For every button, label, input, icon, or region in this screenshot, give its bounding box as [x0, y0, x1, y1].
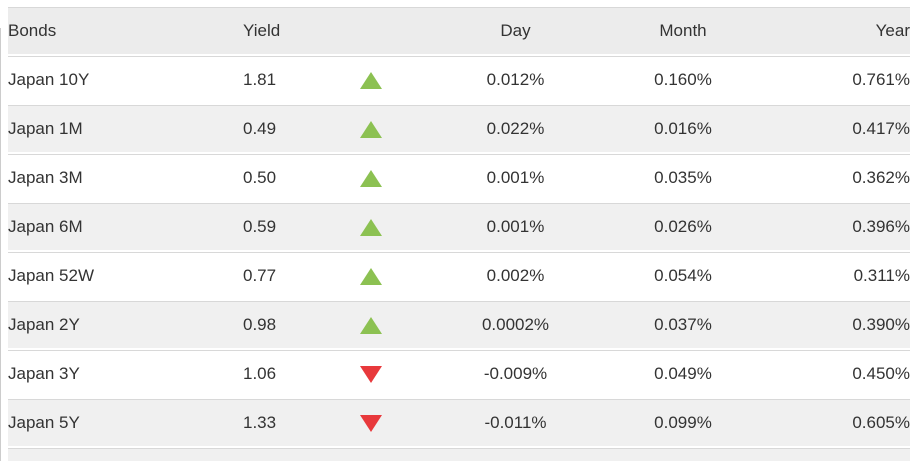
month-change-cell: 0.049%	[628, 350, 738, 397]
month-change-cell: 0.035%	[628, 154, 738, 201]
day-change-cell: 0.0002%	[403, 301, 628, 348]
trend-cell	[338, 399, 403, 446]
column-header-day: Day	[403, 7, 628, 54]
table-row[interactable]: Japan 1M 0.49 0.022% 0.016% 0.417%	[8, 105, 910, 152]
trend-cell	[338, 105, 403, 152]
column-header-month: Month	[628, 7, 738, 54]
yield-cell: 0.59	[243, 203, 338, 250]
triangle-up-icon	[359, 72, 382, 90]
year-change-cell: 0.605%	[738, 399, 910, 446]
month-change-cell: 0.160%	[628, 56, 738, 103]
bond-name-cell[interactable]: Japan 5Y	[8, 399, 243, 446]
trend-cell	[338, 252, 403, 299]
bond-name-cell[interactable]: Japan 10Y	[8, 56, 243, 103]
triangle-up-icon	[359, 219, 382, 237]
trend-cell	[338, 154, 403, 201]
yield-cell: 0.77	[243, 252, 338, 299]
year-change-cell: 0.450%	[738, 350, 910, 397]
day-change-cell: 0.001%	[403, 203, 628, 250]
trend-cell	[338, 350, 403, 397]
column-header-yield: Yield	[243, 7, 338, 54]
yield-cell: 1.81	[243, 56, 338, 103]
month-change-cell: 0.099%	[628, 399, 738, 446]
year-change-cell: 0.396%	[738, 203, 910, 250]
trend-cell	[338, 56, 403, 103]
month-change-cell: 0.026%	[628, 203, 738, 250]
day-change-cell: 0.002%	[403, 252, 628, 299]
bonds-table: Bonds Yield Day Month Year Japan 10Y 1.81…	[8, 5, 910, 461]
triangle-up-icon	[359, 170, 382, 188]
bond-name-cell[interactable]: Japan 3M	[8, 154, 243, 201]
column-header-trend	[338, 7, 403, 54]
triangle-up-icon	[359, 268, 382, 286]
bond-name-cell[interactable]: Japan 52W	[8, 252, 243, 299]
triangle-up-icon	[359, 121, 382, 139]
year-change-cell: 0.417%	[738, 105, 910, 152]
yield-cell: 0.98	[243, 301, 338, 348]
table-header-row: Bonds Yield Day Month Year	[8, 7, 910, 54]
year-change-cell: 0.761%	[738, 56, 910, 103]
year-change-cell: 0.311%	[738, 252, 910, 299]
column-header-bonds: Bonds	[8, 7, 243, 54]
day-change-cell: -0.011%	[403, 399, 628, 446]
table-row[interactable]: Japan 6M 0.59 0.001% 0.026% 0.396%	[8, 203, 910, 250]
table-row[interactable]: Japan 5Y 1.33 -0.011% 0.099% 0.605%	[8, 399, 910, 446]
yield-cell: 1.06	[243, 350, 338, 397]
trend-cell	[338, 203, 403, 250]
month-change-cell: 0.054%	[628, 252, 738, 299]
partial-row-cell	[8, 448, 910, 461]
partial-next-row	[8, 448, 910, 461]
day-change-cell: 0.022%	[403, 105, 628, 152]
triangle-down-icon	[359, 366, 382, 384]
bond-name-cell[interactable]: Japan 2Y	[8, 301, 243, 348]
bond-name-cell[interactable]: Japan 3Y	[8, 350, 243, 397]
trend-cell	[338, 301, 403, 348]
day-change-cell: -0.009%	[403, 350, 628, 397]
day-change-cell: 0.001%	[403, 154, 628, 201]
bond-name-cell[interactable]: Japan 1M	[8, 105, 243, 152]
year-change-cell: 0.362%	[738, 154, 910, 201]
yield-cell: 0.50	[243, 154, 338, 201]
table-row[interactable]: Japan 52W 0.77 0.002% 0.054% 0.311%	[8, 252, 910, 299]
table-row[interactable]: Japan 3Y 1.06 -0.009% 0.049% 0.450%	[8, 350, 910, 397]
yield-cell: 0.49	[243, 105, 338, 152]
bond-name-cell[interactable]: Japan 6M	[8, 203, 243, 250]
year-change-cell: 0.390%	[738, 301, 910, 348]
triangle-down-icon	[359, 415, 382, 433]
column-header-year: Year	[738, 7, 910, 54]
table-row[interactable]: Japan 2Y 0.98 0.0002% 0.037% 0.390%	[8, 301, 910, 348]
table-row[interactable]: Japan 3M 0.50 0.001% 0.035% 0.362%	[8, 154, 910, 201]
month-change-cell: 0.016%	[628, 105, 738, 152]
page-left-edge-divider	[0, 28, 1, 461]
triangle-up-icon	[359, 317, 382, 335]
table-row[interactable]: Japan 10Y 1.81 0.012% 0.160% 0.761%	[8, 56, 910, 103]
day-change-cell: 0.012%	[403, 56, 628, 103]
month-change-cell: 0.037%	[628, 301, 738, 348]
yield-cell: 1.33	[243, 399, 338, 446]
